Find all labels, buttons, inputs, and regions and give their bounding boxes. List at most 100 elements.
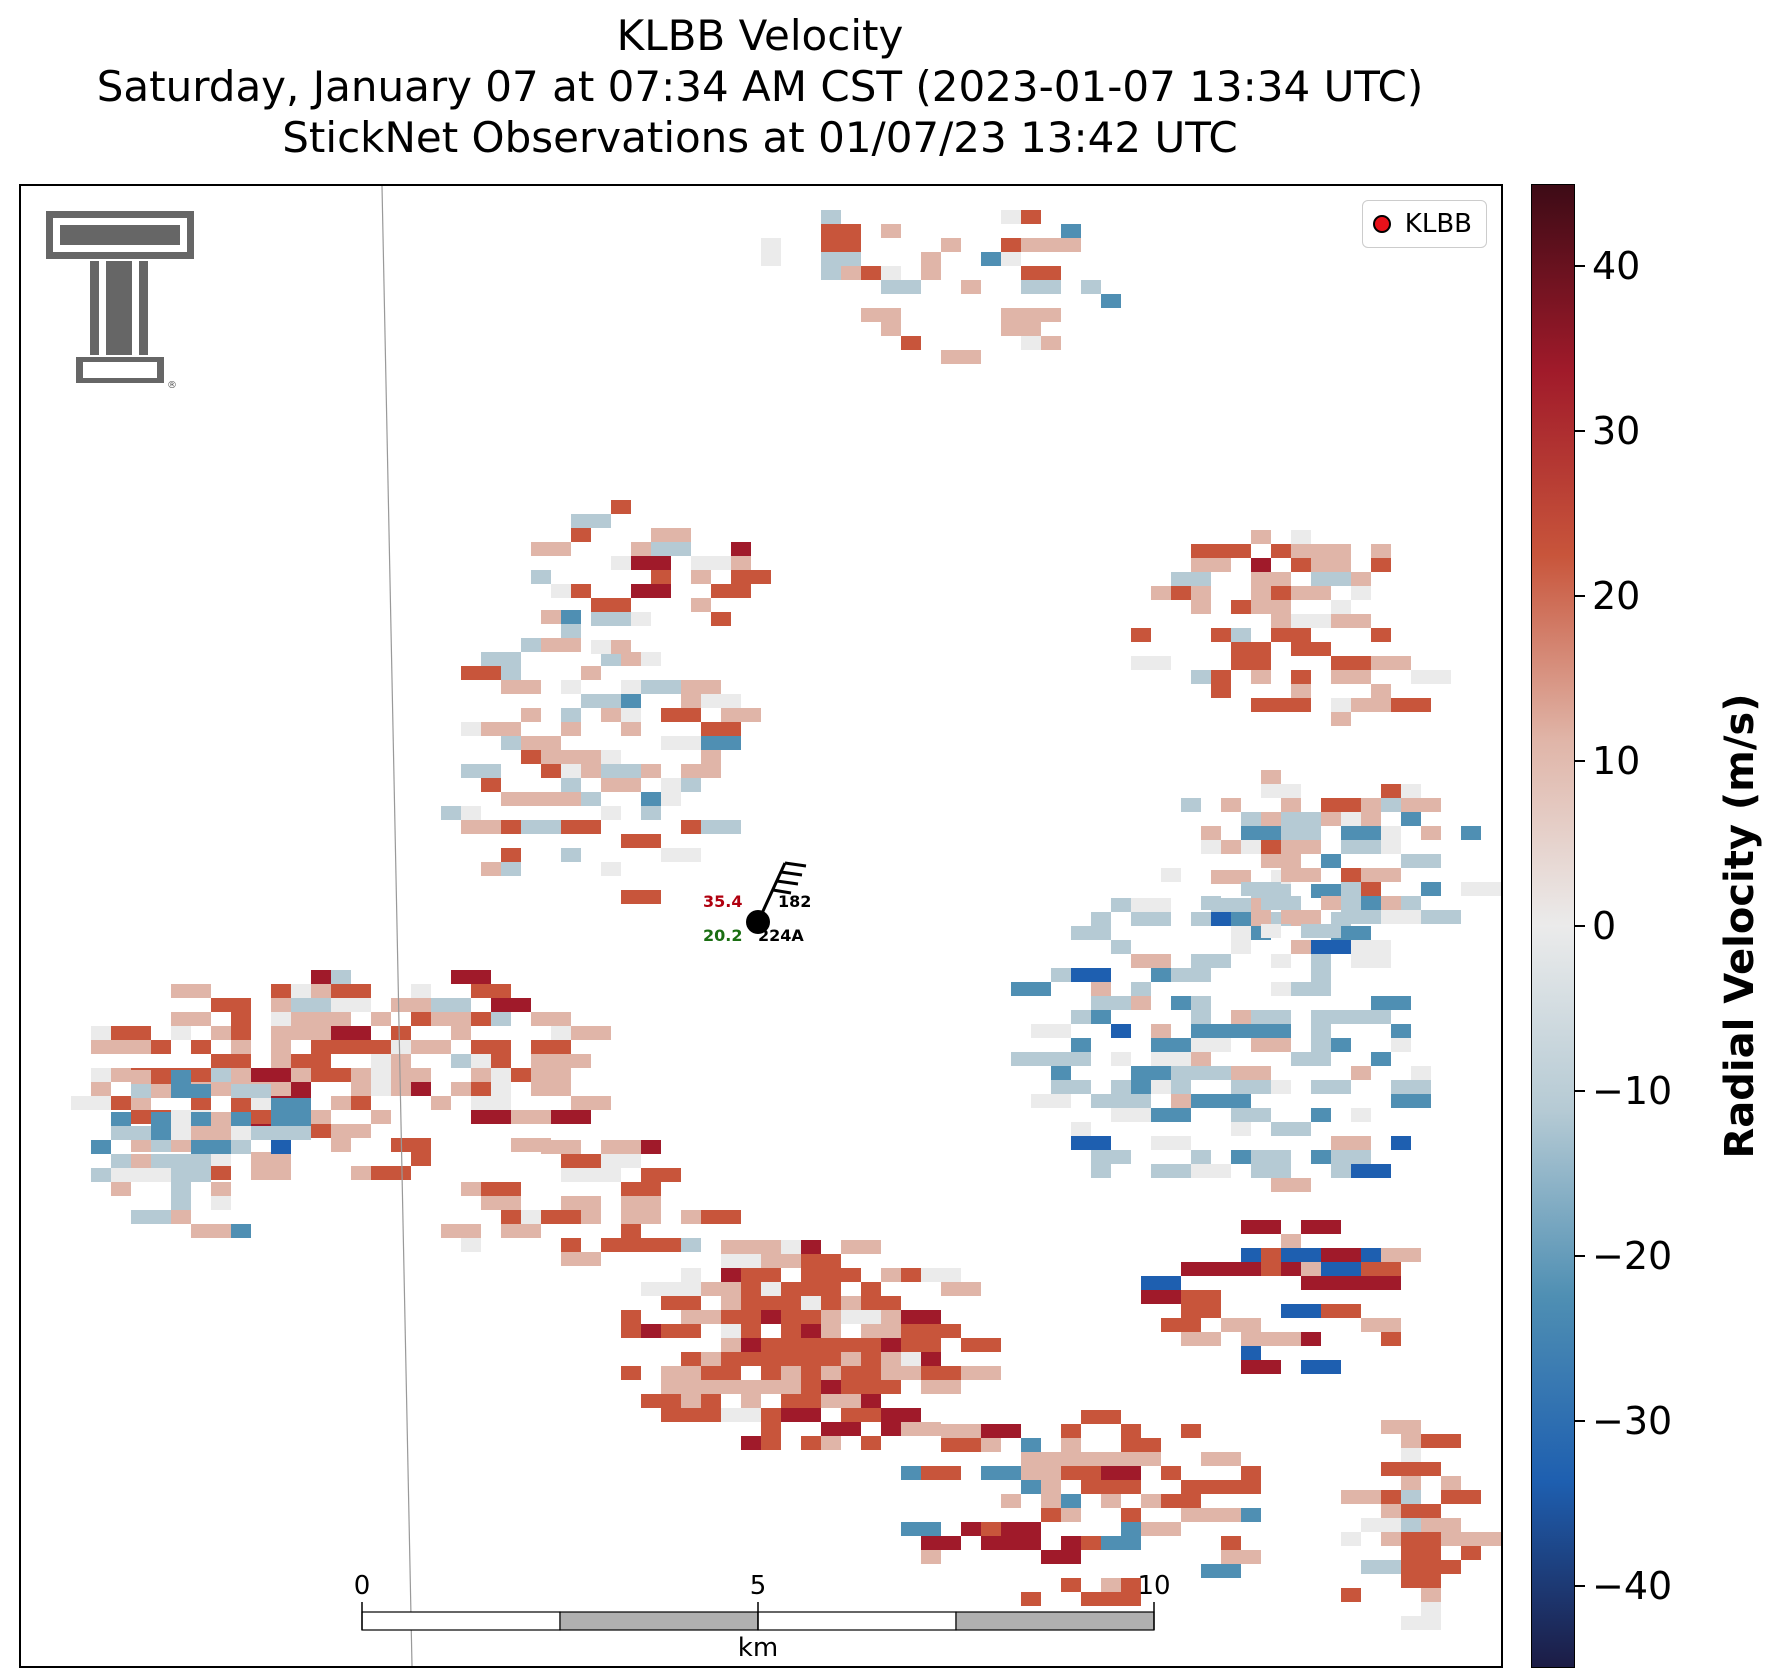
velocity-pixel [1061, 1578, 1081, 1592]
velocity-pixel [1401, 812, 1421, 826]
radar-map: 0 5 10 km 35.4 182 20.2 224A [19, 184, 1503, 1668]
velocity-pixel [901, 280, 921, 294]
velocity-pixel [1151, 1164, 1191, 1178]
velocity-pixel [1161, 1494, 1201, 1508]
velocity-pixel [1091, 1094, 1131, 1108]
velocity-pixel [491, 1082, 511, 1096]
velocity-pixel [571, 584, 591, 598]
velocity-pixel [391, 1082, 411, 1096]
velocity-pixel [1071, 1136, 1111, 1150]
velocity-pixel [491, 1054, 511, 1068]
velocity-pixel [801, 1436, 821, 1450]
velocity-pixel [621, 1182, 661, 1196]
velocity-pixel [981, 1424, 1021, 1438]
velocity-pixel [1021, 1592, 1041, 1606]
velocity-pixel [1371, 628, 1391, 642]
velocity-pixel [461, 764, 481, 778]
colorbar-tick [1575, 1584, 1585, 1587]
velocity-pixel [921, 1338, 941, 1352]
velocity-pixel [1381, 1420, 1421, 1434]
velocity-pixel [641, 680, 681, 694]
velocity-pixel [561, 848, 581, 862]
velocity-pixel [1231, 600, 1251, 614]
velocity-pixel [881, 266, 901, 280]
velocity-pixel [521, 750, 541, 764]
velocity-pixel [741, 1394, 761, 1408]
velocity-pixel [1021, 1466, 1061, 1480]
velocity-pixel [901, 1338, 921, 1352]
velocity-pixel [1421, 1546, 1441, 1560]
velocity-pixel [1311, 544, 1351, 558]
velocity-pixel [1151, 1108, 1191, 1122]
velocity-pixel [1251, 586, 1271, 600]
velocity-pixel [761, 1268, 781, 1282]
velocity-pixel [641, 1324, 661, 1338]
velocity-pixel [151, 1154, 191, 1168]
velocity-pixel [1071, 1122, 1091, 1136]
velocity-pixel [681, 1310, 721, 1324]
station-temperature: 35.4 [703, 892, 742, 911]
velocity-pixel [661, 1324, 681, 1338]
texas-tech-logo-icon: ® [44, 209, 196, 391]
velocity-pixel [761, 1422, 781, 1436]
velocity-pixel [331, 1026, 351, 1040]
velocity-pixel [661, 1296, 681, 1310]
velocity-pixel [1021, 280, 1061, 294]
velocity-pixel [1301, 1276, 1341, 1290]
velocity-pixel [1121, 1438, 1141, 1452]
velocity-pixel [1441, 1476, 1461, 1490]
velocity-pixel [231, 998, 251, 1012]
velocity-pixel [1351, 586, 1371, 600]
velocity-pixel [351, 1026, 371, 1040]
velocity-pixel [131, 1070, 151, 1084]
velocity-pixel [641, 806, 661, 820]
velocity-pixel [901, 1522, 941, 1536]
velocity-pixel [1191, 1150, 1211, 1164]
velocity-pixel [561, 1140, 581, 1154]
velocity-pixel [271, 1126, 311, 1140]
velocity-pixel [1121, 1452, 1161, 1466]
velocity-pixel [901, 1324, 941, 1338]
klbb-marker-icon [1372, 215, 1391, 233]
velocity-pixel [1461, 1532, 1501, 1546]
velocity-pixel [941, 1282, 981, 1296]
velocity-pixel [921, 1380, 961, 1394]
velocity-pixel [841, 1296, 861, 1310]
velocity-pixel [561, 680, 581, 694]
velocity-pixel [231, 1096, 251, 1110]
velocity-pixel [1171, 968, 1211, 982]
velocity-pixel [1301, 1220, 1341, 1234]
velocity-pixel [1281, 826, 1321, 840]
velocity-pixel [501, 792, 521, 806]
velocity-pixel [681, 820, 701, 834]
velocity-pixel [1101, 1466, 1141, 1480]
velocity-pixel [621, 694, 641, 708]
velocity-pixel [621, 1196, 661, 1210]
velocity-pixel [1281, 798, 1301, 812]
velocity-pixel [881, 1408, 921, 1422]
velocity-pixel [1401, 896, 1421, 910]
velocity-pixel [761, 1436, 781, 1450]
colorbar-tick [1575, 1419, 1585, 1422]
velocity-pixel [1151, 1038, 1191, 1052]
velocity-pixel [1001, 308, 1041, 322]
velocity-pixel [1331, 1038, 1351, 1052]
velocity-pixel [411, 998, 431, 1012]
velocity-pixel [601, 708, 621, 722]
velocity-pixel [661, 778, 681, 792]
velocity-pixel [1311, 954, 1331, 968]
velocity-pixel [661, 1380, 681, 1394]
velocity-pixel [601, 750, 621, 764]
velocity-pixel [111, 1182, 131, 1196]
colorbar-tick-label: 20 [1592, 574, 1641, 619]
velocity-pixel [821, 1310, 841, 1324]
velocity-pixel [701, 736, 741, 750]
velocity-pixel [481, 764, 501, 778]
velocity-pixel [701, 722, 741, 736]
velocity-pixel [1271, 572, 1291, 586]
velocity-pixel [941, 1324, 961, 1338]
velocity-pixel [1211, 954, 1231, 968]
velocity-pixel [661, 736, 701, 750]
velocity-pixel [621, 1224, 641, 1238]
velocity-pixel [331, 1138, 351, 1152]
